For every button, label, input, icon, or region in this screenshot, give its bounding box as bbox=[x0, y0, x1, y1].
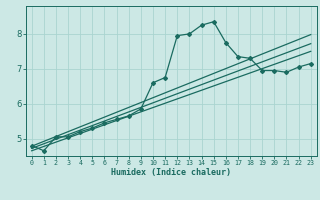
X-axis label: Humidex (Indice chaleur): Humidex (Indice chaleur) bbox=[111, 168, 231, 177]
